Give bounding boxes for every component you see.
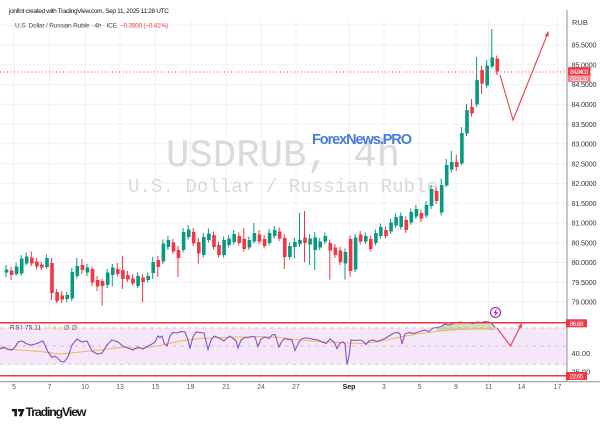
svg-text:02:31:28: 02:31:28 <box>570 76 589 83</box>
svg-text:RUB: RUB <box>572 18 588 27</box>
svg-text:U.S. Dollar / Russian Ruble: U.S. Dollar / Russian Ruble <box>128 176 438 198</box>
svg-text:40.00: 40.00 <box>572 349 591 358</box>
svg-text:15: 15 <box>152 384 160 391</box>
svg-text:RSI: RSI <box>10 325 22 332</box>
svg-text:14: 14 <box>518 384 526 391</box>
svg-text:85.5000: 85.5000 <box>572 41 597 50</box>
svg-text:83.5000: 83.5000 <box>572 120 597 129</box>
svg-text:3: 3 <box>382 384 386 391</box>
svg-text:82.0000: 82.0000 <box>572 179 597 188</box>
svg-text:75.11: 75.11 <box>25 325 41 332</box>
svg-text:ForexNews.PRO: ForexNews.PRO <box>312 132 412 148</box>
svg-text:85.0000: 85.0000 <box>572 61 597 70</box>
svg-text:5: 5 <box>12 384 16 391</box>
svg-text:7: 7 <box>48 384 52 391</box>
svg-text:TradingView: TradingView <box>26 405 87 419</box>
svg-text:84.5000: 84.5000 <box>572 80 597 89</box>
svg-text:81.5000: 81.5000 <box>572 199 597 208</box>
svg-text:27: 27 <box>292 384 300 391</box>
svg-text:79.5000: 79.5000 <box>572 278 597 287</box>
svg-text:Sep: Sep <box>343 384 356 391</box>
svg-text:13: 13 <box>116 384 124 391</box>
svg-text:30: 30 <box>53 326 61 332</box>
svg-text:17: 17 <box>554 384 562 391</box>
svg-text:Ø: Ø <box>72 325 78 332</box>
svg-text:U.S. Dollar / Russian Ruble ·: U.S. Dollar / Russian Ruble · 4h · ICE <box>15 23 118 30</box>
svg-text:jonfint created with TradingVi: jonfint created with TradingView.com, Se… <box>8 8 169 15</box>
svg-text:11: 11 <box>485 384 492 391</box>
svg-text:81.0000: 81.0000 <box>572 219 597 228</box>
svg-text:79.0000: 79.0000 <box>572 298 597 307</box>
svg-text:83.0000: 83.0000 <box>572 140 597 149</box>
svg-text:80.5000: 80.5000 <box>572 238 597 247</box>
svg-text:82.5000: 82.5000 <box>572 159 597 168</box>
svg-text:84.0000: 84.0000 <box>572 100 597 109</box>
svg-text:USDRUB, 4h: USDRUB, 4h <box>166 134 400 178</box>
svg-text:80.0000: 80.0000 <box>572 258 597 267</box>
svg-text:9: 9 <box>454 384 458 391</box>
svg-text:70: 70 <box>43 326 51 332</box>
svg-text:84.8400: 84.8400 <box>570 69 589 76</box>
svg-text:19: 19 <box>187 384 195 391</box>
svg-text:22.65: 22.65 <box>570 373 584 380</box>
svg-text:24: 24 <box>257 384 265 391</box>
svg-text:5: 5 <box>418 384 422 391</box>
svg-text:86.68: 86.68 <box>570 321 584 328</box>
svg-text:21: 21 <box>222 384 230 391</box>
svg-text:−0.3500 (−0.41%): −0.3500 (−0.41%) <box>120 23 168 30</box>
svg-text:Ø: Ø <box>64 325 70 332</box>
svg-text:10: 10 <box>81 384 89 391</box>
